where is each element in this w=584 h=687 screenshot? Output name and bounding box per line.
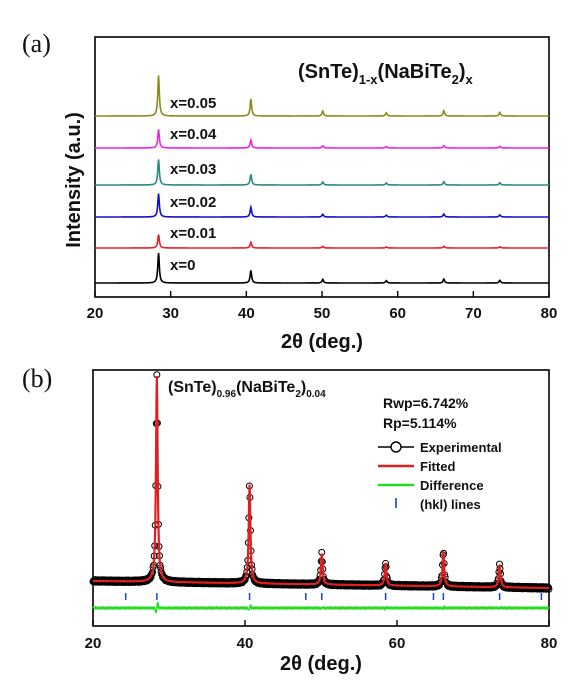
panel-a-y-axis-label: Intensity (a.u.) xyxy=(63,112,85,248)
panel-a-x-tick-label: 20 xyxy=(87,305,104,322)
panel-a-x-tick-label: 30 xyxy=(162,305,179,322)
legend-label: Difference xyxy=(420,478,484,493)
panel-a-series-line xyxy=(95,129,549,149)
panel-b-title: (SnTe)0.96(NaBiTe2)0.04 xyxy=(168,379,326,400)
panel-b-plot-frame xyxy=(92,369,550,627)
panel-b-x-tick-label: 80 xyxy=(541,635,558,652)
panel-b-x-ticks: 20 40 60 80 xyxy=(85,620,558,652)
panel-b-x-tick-label: 20 xyxy=(85,635,102,652)
panel-a-x-tick-label: 70 xyxy=(465,305,482,322)
panel-a-series-label: x=0.03 xyxy=(170,161,216,178)
panel-a-series-label: x=0.04 xyxy=(170,126,217,143)
panel-a-x-axis-label: 2θ (deg.) xyxy=(281,331,363,353)
fitted-curve xyxy=(93,375,549,590)
panel-a-series-label: x=0.05 xyxy=(170,95,216,112)
panel-a-letter: (a) xyxy=(22,29,51,58)
panel-b-rp: Rp=5.114% xyxy=(383,415,457,431)
legend-swatch-experimental-marker xyxy=(390,441,402,453)
panel-a-series-group xyxy=(95,75,549,284)
panel-a-series-line xyxy=(95,252,549,284)
panel-a-x-tick-label: 40 xyxy=(238,305,255,322)
panel-a-x-tick-label: 60 xyxy=(389,305,406,322)
panel-a-series-line xyxy=(95,159,549,186)
panel-a-series-line xyxy=(95,234,549,249)
panel-a-series-line xyxy=(95,193,549,218)
panel-b-x-tick-label: 40 xyxy=(237,635,254,652)
panel-a-series-label: x=0.02 xyxy=(170,194,216,211)
panel-b-plot-group xyxy=(89,371,553,614)
legend-label: (hkl) lines xyxy=(420,497,481,512)
panel-a-x-tick-label: 50 xyxy=(314,305,331,322)
panel-b-letter: (b) xyxy=(22,364,52,393)
legend-label: Fitted xyxy=(420,459,455,474)
panel-b-legend: Experimental Fitted Difference (hkl) lines xyxy=(378,440,502,512)
difference-curve xyxy=(92,601,550,614)
panel-a-x-tick-label: 80 xyxy=(541,305,558,322)
panel-a-x-ticks: 20 30 40 50 60 70 80 xyxy=(87,291,558,322)
panel-a-series-label: x=0 xyxy=(170,257,195,274)
experimental-point xyxy=(545,585,553,593)
panel-b-rwp: Rwp=6.742% xyxy=(383,395,469,411)
legend-label: Experimental xyxy=(420,440,502,455)
panel-b-x-axis-label: 2θ (deg.) xyxy=(280,653,362,675)
panel-b-x-tick-label: 60 xyxy=(389,635,406,652)
panel-a-title: (SnTe)1-x(NaBiTe2)x xyxy=(298,61,474,87)
panel-a-series-line xyxy=(95,75,549,117)
panel-a-series-label: x=0.01 xyxy=(170,225,216,242)
panel-a-series-labels: x=0 x=0.01 x=0.02 x=0.03 x=0.04 x=0.05 xyxy=(170,95,217,274)
